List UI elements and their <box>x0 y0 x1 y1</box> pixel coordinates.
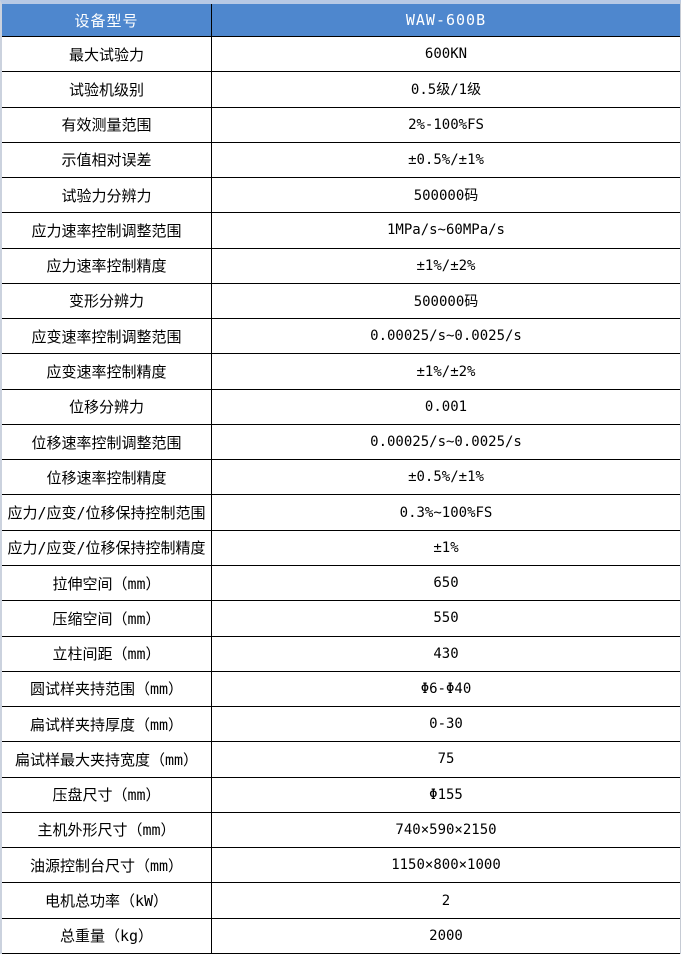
param-label-cell: 应变速率控制调整范围 <box>2 319 212 354</box>
param-value-cell: 1MPa/s~60MPa/s <box>386 222 505 239</box>
param-value-cell: 2000 <box>429 927 463 944</box>
table-row: 应力/应变/位移保持控制精度 ±1% <box>2 530 680 566</box>
param-value-cell: 500000码 <box>413 293 479 310</box>
param-value-cell: 75 <box>437 751 455 768</box>
param-value-cell: 1150×800×1000 <box>391 857 501 874</box>
param-label-cell: 应力速率控制调整范围 <box>2 213 212 248</box>
param-label-cell: 变形分辨力 <box>2 283 212 319</box>
param-label-cell: 示值相对误差 <box>2 142 212 178</box>
param-value-cell: 600KN <box>424 46 468 63</box>
param-value-cell: ±1%/±2% <box>416 257 476 274</box>
table-row: 最大试验力 600KN <box>2 37 680 73</box>
param-value-cell: 740×590×2150 <box>395 821 497 838</box>
param-label-cell: 压缩空间（mm） <box>2 601 212 636</box>
param-label-cell: 圆试样夹持范围（mm） <box>2 671 212 707</box>
param-label-cell: 应力/应变/位移保持控制范围 <box>2 495 212 530</box>
param-label-cell: 扁试样最大夹持宽度（mm） <box>2 742 212 777</box>
param-label-cell: 油源控制台尺寸（mm） <box>2 848 212 883</box>
table-row: 应力速率控制调整范围 1MPa/s~60MPa/s <box>2 213 680 249</box>
param-value-cell: 430 <box>433 645 459 662</box>
param-value-cell: 0.00025/s~0.0025/s <box>370 328 522 345</box>
param-label-cell: 应变速率控制精度 <box>2 354 212 389</box>
param-value-cell: ±1%/±2% <box>416 363 476 380</box>
table-row: 总重量（kg） 2000 <box>2 918 680 954</box>
param-label-cell: 位移分辨力 <box>2 389 212 424</box>
table-row: 试验机级别 0.5级/1级 <box>2 72 680 108</box>
table-row: 试验力分辨力 500000码 <box>2 178 680 214</box>
param-value-cell: 0.3%~100%FS <box>399 504 493 521</box>
table-row: 压盘尺寸（mm） Φ155 <box>2 777 680 813</box>
param-label-cell: 有效测量范围 <box>2 107 212 142</box>
table-row: 应力速率控制精度 ±1%/±2% <box>2 248 680 284</box>
table-row: 应变速率控制精度 ±1%/±2% <box>2 354 680 390</box>
table-row: 位移速率控制精度 ±0.5%/±1% <box>2 460 680 496</box>
table-row: 应变速率控制调整范围 0.00025/s~0.0025/s <box>2 319 680 355</box>
param-label-cell: 电机总功率（kW） <box>2 883 212 918</box>
table-row: 应力/应变/位移保持控制范围 0.3%~100%FS <box>2 495 680 531</box>
table-row: 电机总功率（kW） 2 <box>2 883 680 919</box>
header-param-label: 设备型号 <box>2 4 212 36</box>
param-value-cell: 2 <box>441 892 451 909</box>
param-value-cell: 650 <box>433 575 459 592</box>
param-label-cell: 试验机级别 <box>2 72 212 107</box>
param-value-cell: 0.00025/s~0.0025/s <box>370 434 522 451</box>
table-row: 变形分辨力 500000码 <box>2 283 680 320</box>
param-label-cell: 拉伸空间（mm） <box>2 565 212 601</box>
table-body: 最大试验力 600KN 试验机级别 0.5级/1级有效测量范围 2%-100%FS 示值相… <box>2 37 680 954</box>
table-row: 位移速率控制调整范围 0.00025/s~0.0025/s <box>2 424 680 461</box>
param-value-cell: ±0.5%/±1% <box>408 151 484 168</box>
param-value-cell: Φ155 <box>429 786 463 803</box>
param-label-cell: 位移速率控制调整范围 <box>2 424 212 460</box>
param-label-cell: 压盘尺寸（mm） <box>2 777 212 812</box>
table-row: 油源控制台尺寸（mm） 1150×800×1000 <box>2 848 680 884</box>
table-header-row: 设备型号 WAW-600B <box>2 4 680 37</box>
table-row: 扁试样夹持厚度（mm） 0-30 <box>2 707 680 743</box>
param-value-cell: 2%-100%FS <box>408 116 484 133</box>
param-value-cell: 500000码 <box>413 188 479 205</box>
param-label-cell: 立柱间距（mm） <box>2 636 212 671</box>
param-label-cell: 总重量（kg） <box>2 918 212 953</box>
param-value-cell: ±1% <box>433 539 459 556</box>
param-label-cell: 应力/应变/位移保持控制精度 <box>2 530 212 565</box>
param-value-cell: 0-30 <box>429 716 463 733</box>
param-label-cell: 扁试样夹持厚度（mm） <box>2 707 212 742</box>
param-value-cell: 550 <box>433 610 459 627</box>
table-row: 示值相对误差 ±0.5%/±1% <box>2 142 680 179</box>
param-label-cell: 主机外形尺寸（mm） <box>2 812 212 848</box>
table-row: 位移分辨力 0.001 <box>2 389 680 425</box>
table-row: 有效测量范围 2%-100%FS <box>2 107 680 143</box>
param-label-cell: 位移速率控制精度 <box>2 460 212 495</box>
param-value-cell: 0.5级/1级 <box>410 82 482 99</box>
table-row: 圆试样夹持范围（mm） Φ6-Φ40 <box>2 671 680 708</box>
param-value-cell: ±0.5%/±1% <box>408 469 484 486</box>
param-label-cell: 最大试验力 <box>2 37 212 72</box>
table-row: 扁试样最大夹持宽度（mm） 75 <box>2 742 680 778</box>
table-row: 压缩空间（mm） 550 <box>2 601 680 637</box>
table-row: 拉伸空间（mm） 650 <box>2 565 680 602</box>
table-row: 立柱间距（mm） 430 <box>2 636 680 672</box>
param-value-cell: 0.001 <box>424 398 468 415</box>
param-value-cell: Φ6-Φ40 <box>420 680 472 697</box>
table-row: 主机外形尺寸（mm） 740×590×2150 <box>2 812 680 849</box>
param-label-cell: 应力速率控制精度 <box>2 248 212 283</box>
param-label-cell: 试验力分辨力 <box>2 178 212 213</box>
header-model-value: WAW-600B <box>405 11 487 29</box>
